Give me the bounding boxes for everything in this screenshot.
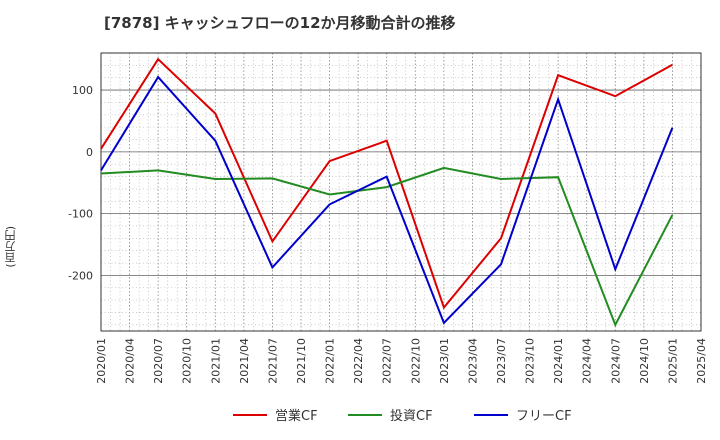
- x-tick-label: 2023/04: [466, 338, 479, 384]
- x-tick-label: 2025/01: [666, 338, 679, 384]
- y-tick-label: 100: [72, 84, 93, 97]
- x-tick-label: 2021/01: [209, 338, 222, 384]
- x-tick-label: 2020/07: [152, 338, 165, 384]
- x-tick-label: 2021/07: [266, 338, 279, 384]
- plot-frame: [100, 52, 702, 332]
- x-tick-label: 2020/10: [181, 338, 194, 384]
- x-tick-label: 2022/01: [324, 338, 337, 384]
- axis-layer: 100 0 -100 -200 2020/01 2020/04 2020/07 2020/10…: [68, 52, 708, 384]
- legend-label: 投資CF: [390, 408, 433, 424]
- y-tick-label: -100: [68, 208, 93, 221]
- x-tick-label: 2021/10: [295, 338, 308, 384]
- x-tick-label: 2023/10: [524, 338, 537, 384]
- chart-title: [7878] キャッシュフローの12か月移動合計の推移: [104, 14, 456, 32]
- x-tick-label: 2023/01: [438, 338, 451, 384]
- legend-label: フリーCF: [516, 409, 572, 424]
- x-tick-label: 2024/10: [638, 338, 651, 384]
- x-tick-label: 2024/04: [581, 338, 594, 384]
- x-tick-label: 2024/01: [552, 338, 565, 384]
- legend-label: 営業CF: [275, 408, 318, 424]
- x-tick-label: 2021/04: [238, 338, 251, 384]
- x-tick-label: 2020/04: [124, 338, 137, 384]
- y-tick-label: 0: [86, 146, 93, 159]
- x-tick-label: 2022/04: [352, 338, 365, 384]
- x-tick-label: 2024/07: [609, 338, 622, 384]
- legend: 営業CF 投資CF フリーCF: [233, 408, 572, 424]
- x-tick-label: 2022/10: [409, 338, 422, 384]
- x-tick-label: 2023/07: [495, 338, 508, 384]
- x-tick-label: 2025/04: [695, 338, 708, 384]
- y-tick-label: -200: [68, 269, 93, 282]
- x-tick-label: 2020/01: [95, 338, 108, 384]
- series-layer: [100, 57, 674, 328]
- x-tick-label: 2022/07: [381, 338, 394, 384]
